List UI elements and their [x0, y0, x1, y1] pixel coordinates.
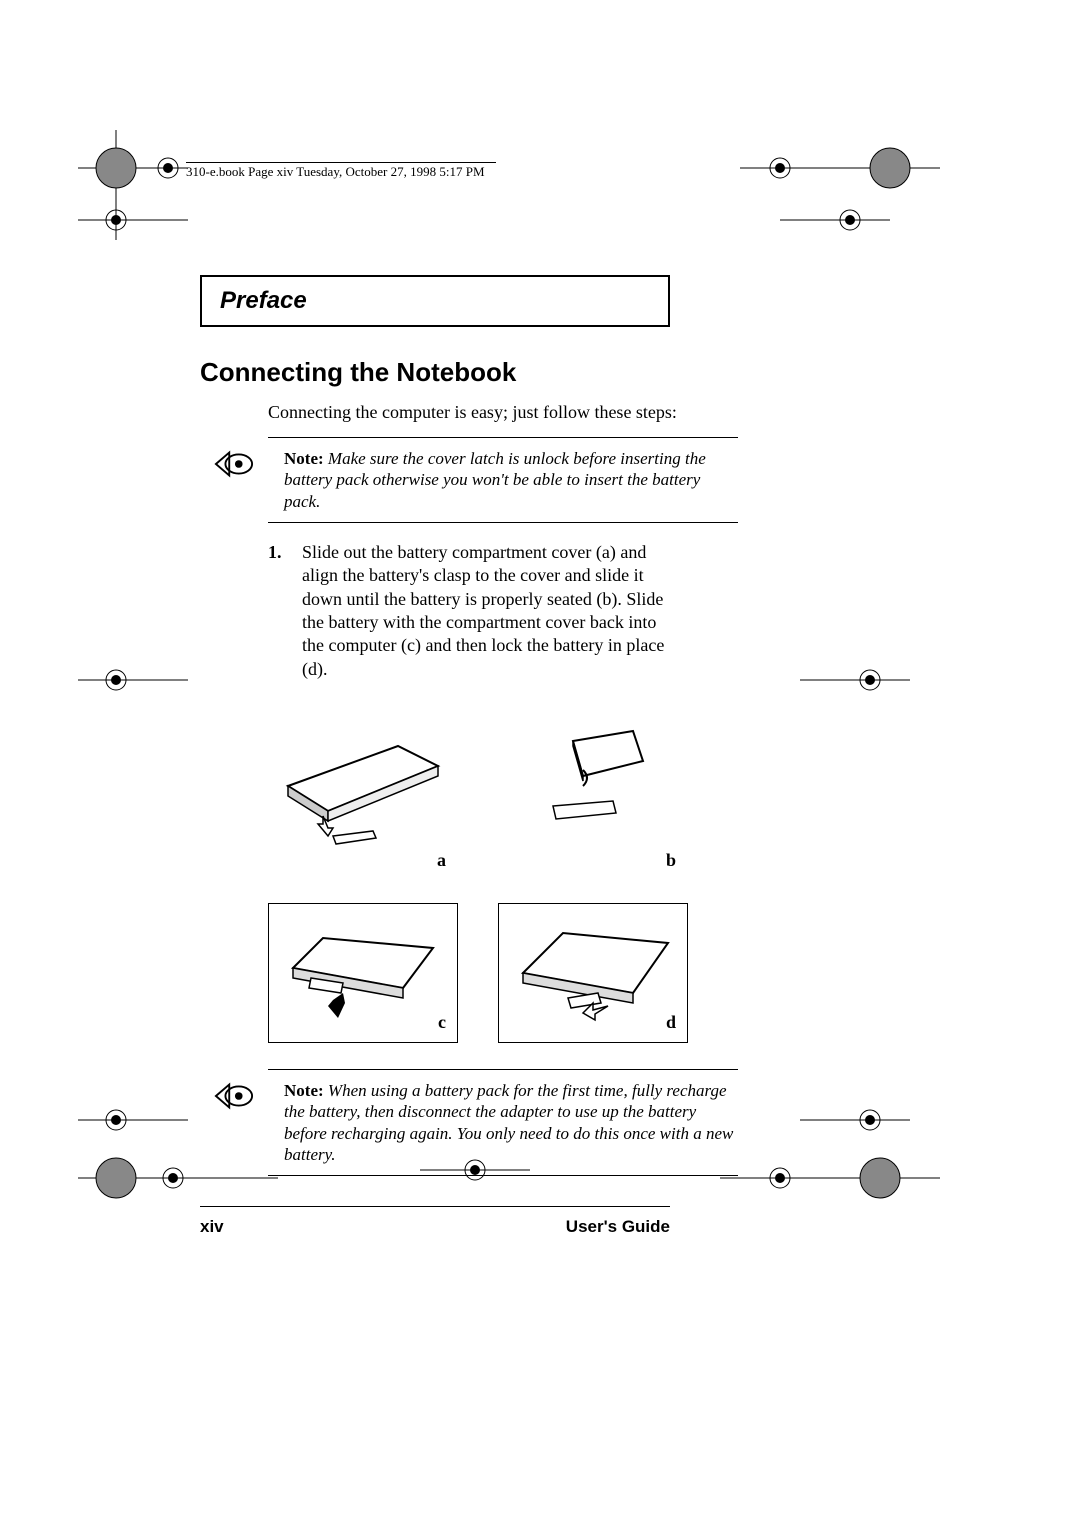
note-eye-icon — [214, 448, 254, 480]
note-body: Make sure the cover latch is unlock befo… — [284, 449, 706, 511]
crop-mark-icon — [780, 190, 890, 250]
divider — [268, 1069, 738, 1070]
diagram-label: d — [666, 1012, 676, 1033]
note-block: Note: Make sure the cover latch is unloc… — [268, 437, 738, 523]
note-body: When using a battery pack for the first … — [284, 1081, 733, 1164]
crop-mark-icon — [740, 130, 940, 240]
intro-text: Connecting the computer is easy; just fo… — [268, 402, 880, 423]
note-text: Note: Make sure the cover latch is unloc… — [284, 448, 738, 512]
note-label: Note: — [284, 1081, 324, 1100]
insert-illustration-icon — [283, 918, 443, 1028]
lock-illustration-icon — [513, 918, 673, 1028]
crop-mark-icon — [78, 1090, 188, 1150]
laptop-illustration-icon — [278, 716, 448, 866]
diagram-grid: a b — [268, 701, 688, 1043]
crop-mark-icon — [78, 650, 188, 710]
chapter-title: Preface — [220, 287, 307, 314]
page-number: xiv — [200, 1217, 224, 1237]
diagram-cell-d: d — [498, 903, 688, 1043]
footer-divider — [200, 1206, 670, 1207]
crop-mark-icon — [78, 130, 188, 240]
diagram-label: a — [437, 850, 446, 871]
diagram-label: b — [666, 850, 676, 871]
footer-row: xiv User's Guide — [200, 1217, 670, 1237]
step-number: 1. — [268, 541, 292, 681]
step-body: Slide out the battery compartment cover … — [302, 541, 678, 681]
chapter-title-box: Preface — [200, 275, 670, 327]
doc-title: User's Guide — [566, 1217, 670, 1237]
diagram-cell-c: c — [268, 903, 458, 1043]
section-title: Connecting the Notebook — [200, 357, 880, 388]
note-label: Note: — [284, 449, 324, 468]
diagram-cell-a: a — [268, 701, 458, 881]
note-block: Note: When using a battery pack for the … — [268, 1069, 738, 1176]
divider — [268, 1175, 738, 1176]
step-item: 1. Slide out the battery compartment cov… — [268, 541, 678, 681]
note-text: Note: When using a battery pack for the … — [284, 1080, 738, 1165]
battery-illustration-icon — [523, 721, 663, 861]
step-list: 1. Slide out the battery compartment cov… — [268, 541, 678, 681]
divider — [268, 437, 738, 438]
diagram-label: c — [438, 1012, 446, 1033]
diagram-cell-b: b — [498, 701, 688, 881]
crop-mark-icon — [78, 190, 188, 250]
content-area: Preface Connecting the Notebook Connecti… — [200, 275, 880, 1237]
page-root: 310-e.book Page xiv Tuesday, October 27,… — [0, 0, 1080, 1528]
print-header-meta: 310-e.book Page xiv Tuesday, October 27,… — [186, 162, 496, 180]
note-eye-icon — [214, 1080, 254, 1112]
divider — [268, 522, 738, 523]
